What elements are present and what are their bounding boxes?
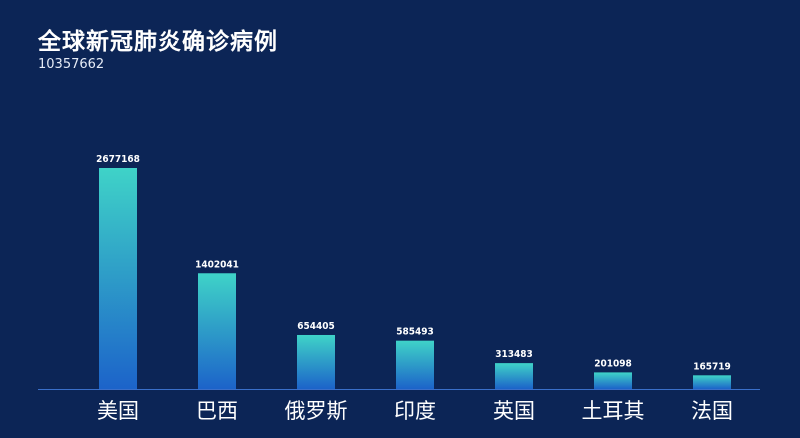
bar-5	[594, 372, 632, 389]
category-label-6: 法国	[691, 399, 733, 423]
value-label-1: 1402041	[195, 259, 239, 270]
category-label-1: 巴西	[196, 399, 238, 423]
chart-title: 全球新冠肺炎确诊病例	[38, 29, 278, 55]
bars-layer	[99, 168, 731, 389]
category-label-3: 印度	[394, 399, 436, 423]
chart-subtitle: 10357662	[38, 57, 105, 72]
bar-3	[396, 340, 434, 389]
bar-0	[99, 168, 137, 389]
value-label-5: 201098	[594, 358, 632, 369]
labels-layer: 2677168 美国 1402041 巴西 654405 俄罗斯 585493 印度 31348…	[96, 154, 733, 423]
bar-4	[495, 363, 533, 389]
bar-2	[297, 334, 335, 389]
category-label-0: 美国	[97, 399, 139, 423]
category-label-5: 土耳其	[582, 399, 645, 423]
category-label-4: 英国	[493, 399, 535, 423]
bar-6	[693, 375, 731, 389]
value-label-3: 585493	[396, 327, 434, 338]
category-label-2: 俄罗斯	[285, 399, 348, 423]
bar-1	[198, 273, 236, 389]
value-label-2: 654405	[297, 321, 335, 332]
value-label-4: 313483	[495, 349, 533, 360]
value-label-0: 2677168	[96, 154, 140, 165]
value-label-6: 165719	[693, 361, 731, 372]
